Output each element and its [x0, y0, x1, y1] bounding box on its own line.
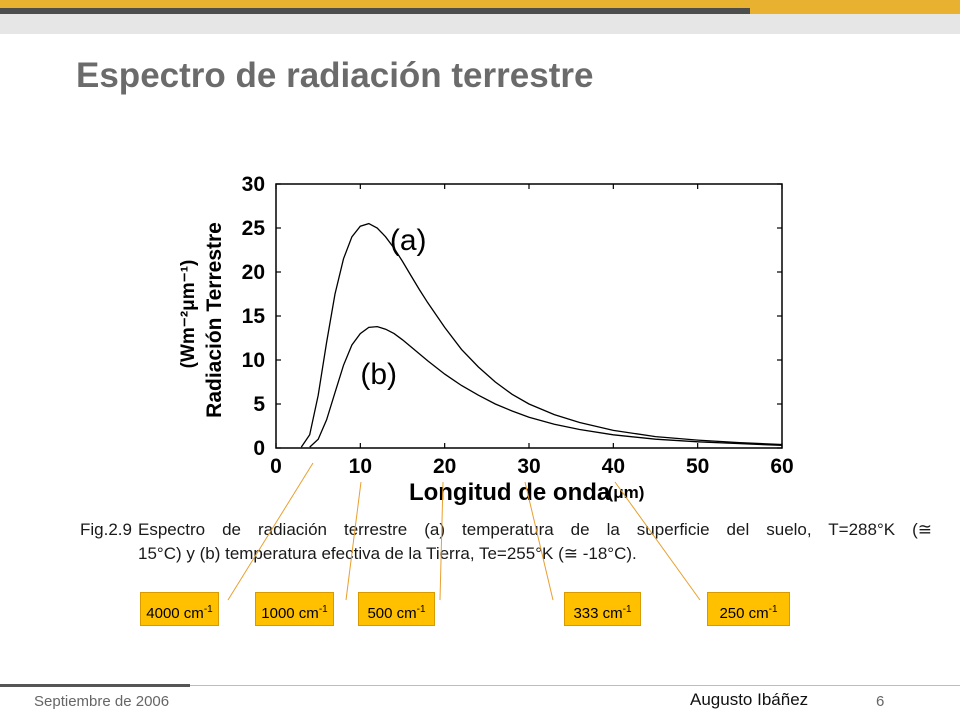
footer-date: Septiembre de 2006	[34, 693, 170, 710]
series-label-a: (a)	[390, 224, 427, 257]
y-tick-label: 25	[242, 217, 266, 240]
y-tick-label: 30	[242, 173, 265, 196]
x-axis-unit: (μm)	[608, 483, 645, 502]
page-number: 6	[876, 693, 885, 710]
y-tick-label: 10	[242, 349, 265, 372]
x-tick-label: 30	[517, 455, 540, 478]
series-line-b	[309, 325, 783, 448]
wavenumber-box-333: 333 cm-1	[564, 592, 641, 626]
series-label-b: (b)	[360, 358, 397, 391]
figure-caption: Fig.2.9 Espectro de radiación terrestre (…	[80, 518, 932, 566]
wavenumber-box-250: 250 cm-1	[707, 592, 790, 626]
footer-author: Augusto Ibáñez	[690, 690, 809, 709]
spectrum-chart: 0 10 20 30 40 50 60 0 5 10 15 20 25 30 (a) (b) Longitud …	[178, 173, 794, 505]
x-tick-label: 60	[770, 455, 793, 478]
y-tick-label: 0	[253, 437, 265, 460]
x-tick-label: 40	[602, 455, 625, 478]
y-tick-label: 5	[253, 393, 265, 416]
x-tick-label: 50	[686, 455, 709, 478]
header-bar-accent-right	[750, 8, 960, 14]
caption-line-2: 15°C) y (b) temperatura efectiva de la T…	[138, 544, 637, 563]
plot-frame	[275, 183, 783, 449]
y-tick-label: 20	[242, 261, 265, 284]
caption-line-1: Espectro de radiación terrestre (a) temp…	[138, 520, 932, 539]
caption-figure-label: Fig.2.9	[80, 520, 132, 539]
x-axis-label: Longitud de onda	[409, 479, 611, 505]
x-tick-label: 20	[433, 455, 456, 478]
series-line-a	[300, 222, 783, 448]
footer-rule-light	[190, 685, 960, 686]
footer-rule-dark	[0, 684, 190, 687]
y-tick-label: 15	[242, 305, 266, 328]
header-bar-accent	[0, 0, 960, 8]
x-tick-label: 0	[270, 455, 282, 478]
wavenumber-box-4000: 4000 cm-1	[140, 592, 219, 626]
wavenumber-box-500: 500 cm-1	[358, 592, 435, 626]
wavenumber-box-1000: 1000 cm-1	[255, 592, 334, 626]
header-band	[0, 14, 960, 34]
y-axis-label: Radiación Terrestre	[203, 222, 226, 418]
slide-title: Espectro de radiación terrestre	[76, 56, 594, 95]
x-tick-label: 10	[349, 455, 372, 478]
y-axis-unit: (Wm⁻²μm⁻¹)	[178, 260, 199, 369]
